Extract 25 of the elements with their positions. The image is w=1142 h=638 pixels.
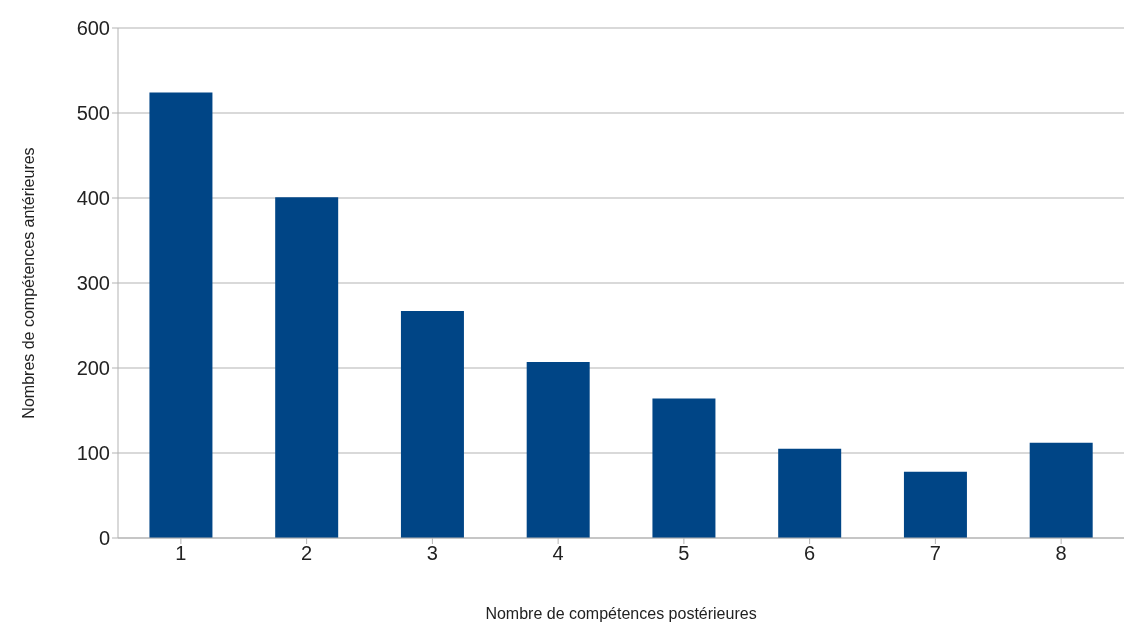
y-tick-label: 500: [76, 102, 110, 125]
x-tick-label: 5: [678, 542, 690, 565]
x-tick-label: 3: [426, 542, 438, 565]
y-tick-label: 100: [76, 442, 110, 465]
x-tick-label: 4: [552, 542, 564, 565]
x-axis-title: Nombre de compétences postérieures: [485, 605, 757, 623]
y-tick-label: 0: [98, 527, 110, 550]
y-tick-label: 200: [76, 357, 110, 380]
bar: [652, 398, 716, 538]
y-tick-label: 300: [76, 272, 110, 295]
bar: [778, 448, 842, 538]
bar: [903, 471, 967, 538]
bar: [275, 197, 339, 538]
bar: [1029, 442, 1093, 538]
bar: [400, 311, 464, 538]
y-axis-title: Nombres de compétences antérieures: [19, 147, 37, 419]
x-tick-label: 8: [1055, 542, 1067, 565]
x-tick-label: 1: [175, 542, 187, 565]
bar: [149, 92, 213, 538]
x-tick-label: 2: [301, 542, 313, 565]
y-tick-label: 600: [76, 17, 110, 40]
x-tick-label: 6: [804, 542, 816, 565]
bar: [526, 362, 590, 538]
x-tick-label: 7: [929, 542, 941, 565]
y-tick-label: 400: [76, 187, 110, 210]
